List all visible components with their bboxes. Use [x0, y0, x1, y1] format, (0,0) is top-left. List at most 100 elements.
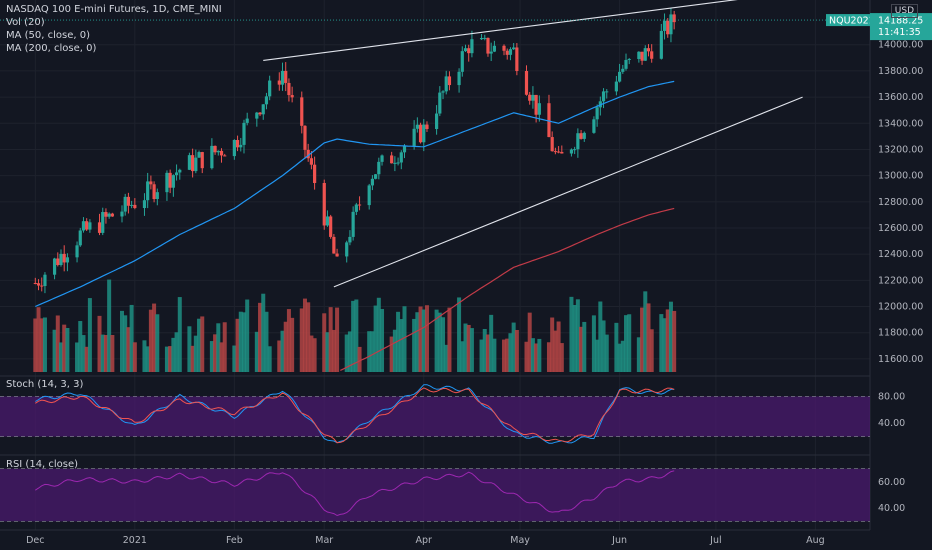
candle-body	[110, 213, 114, 217]
volume-bar	[553, 330, 558, 372]
volume-bar	[620, 340, 625, 372]
candle-body	[621, 68, 625, 72]
volume-bar	[312, 338, 317, 372]
candle-body	[264, 96, 269, 105]
candle-body	[168, 172, 172, 188]
price-tick-label: 13200.00	[878, 144, 923, 155]
volume-bar	[148, 309, 153, 372]
volume-bar	[335, 307, 340, 372]
volume-bar	[672, 310, 677, 372]
candle-body	[40, 285, 44, 287]
volume-bar	[418, 306, 423, 372]
volume-bar	[579, 326, 584, 372]
volume-bar	[466, 324, 471, 372]
volume-bar	[107, 279, 112, 372]
candle-body	[216, 150, 220, 153]
volume-bar	[617, 343, 622, 372]
volume-bar	[129, 304, 134, 372]
volume-bar	[286, 309, 291, 372]
candle-body	[662, 20, 667, 31]
volume-bar	[624, 315, 629, 372]
candle-body	[605, 91, 609, 93]
candle-body	[399, 152, 403, 163]
volume-bar	[331, 329, 336, 372]
volume-bar	[441, 317, 446, 372]
volume-bar	[492, 338, 497, 372]
volume-bar	[177, 297, 182, 372]
candle-body	[313, 164, 317, 183]
volume-bar	[595, 339, 600, 372]
candle-body	[483, 37, 487, 39]
volume-bar	[479, 339, 484, 372]
volume-bar	[193, 335, 198, 372]
volume-bar	[582, 321, 587, 372]
volume-bar	[209, 341, 214, 372]
stoch-d-line	[35, 387, 675, 444]
price-tick-label: 13600.00	[878, 92, 923, 103]
volume-bar	[659, 314, 664, 372]
volume-bar	[646, 303, 651, 372]
time-tick-label: May	[510, 535, 530, 546]
candle-body	[149, 181, 153, 185]
legend-rsi: RSI (14, close)	[6, 459, 79, 470]
candle-body	[354, 204, 358, 212]
ma200-line	[340, 207, 675, 371]
volume-bar	[155, 314, 160, 372]
volume-bar	[164, 346, 169, 372]
candle-body	[576, 133, 580, 150]
candle-body	[197, 152, 201, 158]
volume-bar	[277, 340, 282, 372]
volume-bar	[306, 302, 311, 372]
volume-bar	[508, 333, 513, 372]
volume-bar	[665, 309, 670, 372]
volume-bar	[245, 299, 250, 372]
candle-body	[470, 39, 474, 54]
candle-body	[556, 151, 561, 153]
candle-body	[553, 151, 557, 153]
volume-bar	[457, 297, 462, 372]
candle-body	[550, 137, 554, 152]
volume-bar	[412, 318, 417, 372]
osc-tick-label: 60.00	[878, 477, 905, 488]
volume-bar	[39, 318, 44, 372]
price-tick-label: 12000.00	[878, 302, 923, 313]
volume-bar	[636, 337, 641, 372]
volume-bar	[87, 298, 92, 372]
candle-body	[277, 80, 281, 85]
candle-body	[88, 222, 92, 230]
candle-body	[646, 48, 651, 52]
candle-body	[239, 144, 243, 148]
candle-body	[223, 155, 227, 157]
volume-bar	[110, 334, 115, 372]
candle-body	[213, 145, 217, 153]
candle-body	[152, 184, 156, 200]
candle-body	[402, 146, 407, 153]
candle-body	[643, 48, 647, 61]
candle-body	[85, 221, 89, 230]
currency-label[interactable]: USD	[890, 4, 918, 18]
volume-bar	[119, 310, 124, 372]
candle-body	[65, 257, 70, 263]
candle-body	[467, 48, 471, 54]
volume-bar	[444, 344, 449, 372]
volume-bar	[469, 328, 474, 372]
rsi-band	[0, 468, 870, 522]
volume-bar	[322, 313, 327, 372]
volume-bar	[197, 318, 202, 372]
volume-bar	[575, 299, 580, 372]
candle-body	[412, 128, 416, 147]
volume-bar	[556, 321, 561, 372]
candle-body	[329, 216, 333, 237]
volume-bar	[55, 315, 60, 372]
volume-bar	[604, 334, 609, 372]
candle-body	[418, 124, 423, 143]
price-tick-label: 13000.00	[878, 171, 923, 182]
volume-bar	[325, 332, 330, 372]
volume-bar	[415, 312, 420, 372]
candle-body	[155, 192, 159, 200]
price-tag-countdown: 11:41:35	[878, 27, 921, 38]
volume-bar	[437, 312, 442, 372]
volume-bar	[627, 314, 632, 372]
volume-bar	[171, 337, 176, 372]
